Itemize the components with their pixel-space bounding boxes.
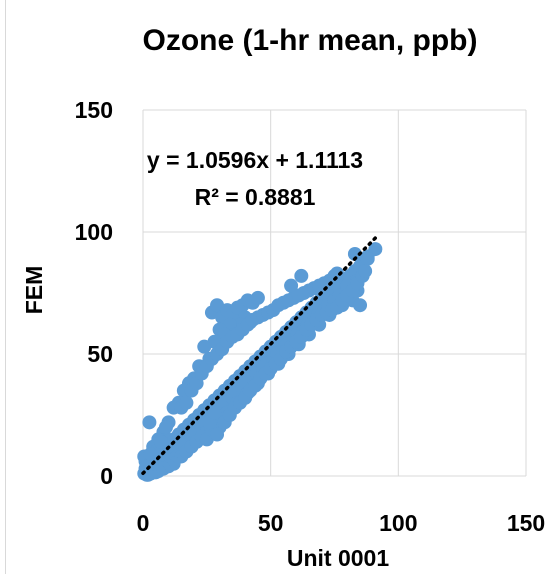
data-point-116 [353, 298, 368, 313]
data-point-109 [368, 242, 383, 257]
y-axis-label: FEM [21, 266, 47, 315]
y-tick-label-3: 150 [75, 97, 113, 123]
x-tick-label-0: 0 [137, 510, 150, 536]
y-tick-label-2: 100 [75, 219, 113, 245]
data-point-181 [327, 268, 342, 283]
y-tick-label-1: 50 [87, 341, 113, 367]
data-point-152 [179, 395, 194, 410]
data-point-147 [142, 415, 157, 430]
x-tick-label-1: 50 [258, 510, 284, 536]
x-tick-labels: 0 50 100 150 [137, 510, 546, 536]
r-squared-label: R² = 0.8881 [195, 184, 316, 210]
data-point-221 [210, 427, 225, 442]
x-axis-label: Unit 0001 [287, 545, 389, 571]
data-point-232 [139, 459, 154, 474]
x-tick-label-2: 100 [379, 510, 417, 536]
data-point-126 [250, 290, 265, 305]
y-tick-label-0: 0 [100, 463, 113, 489]
data-point-150 [158, 420, 173, 435]
trendline [141, 236, 378, 476]
x-tick-label-3: 150 [507, 510, 545, 536]
data-point-111 [360, 251, 375, 266]
data-point-110 [347, 246, 362, 261]
data-point-135 [197, 339, 212, 354]
data-point-182 [294, 268, 309, 283]
data-point-233 [143, 447, 158, 462]
left-border [5, 0, 6, 574]
y-tick-labels: 0 50 100 150 [75, 97, 113, 489]
data-point-149 [153, 434, 168, 449]
data-point-213 [358, 264, 373, 279]
data-point-223 [207, 405, 222, 420]
data-point-183 [284, 278, 299, 293]
data-points [137, 242, 383, 482]
chart-title: Ozone (1-hr mean, ppb) [142, 24, 477, 57]
trendline-equation: y = 1.0596x + 1.1113 [147, 147, 363, 173]
